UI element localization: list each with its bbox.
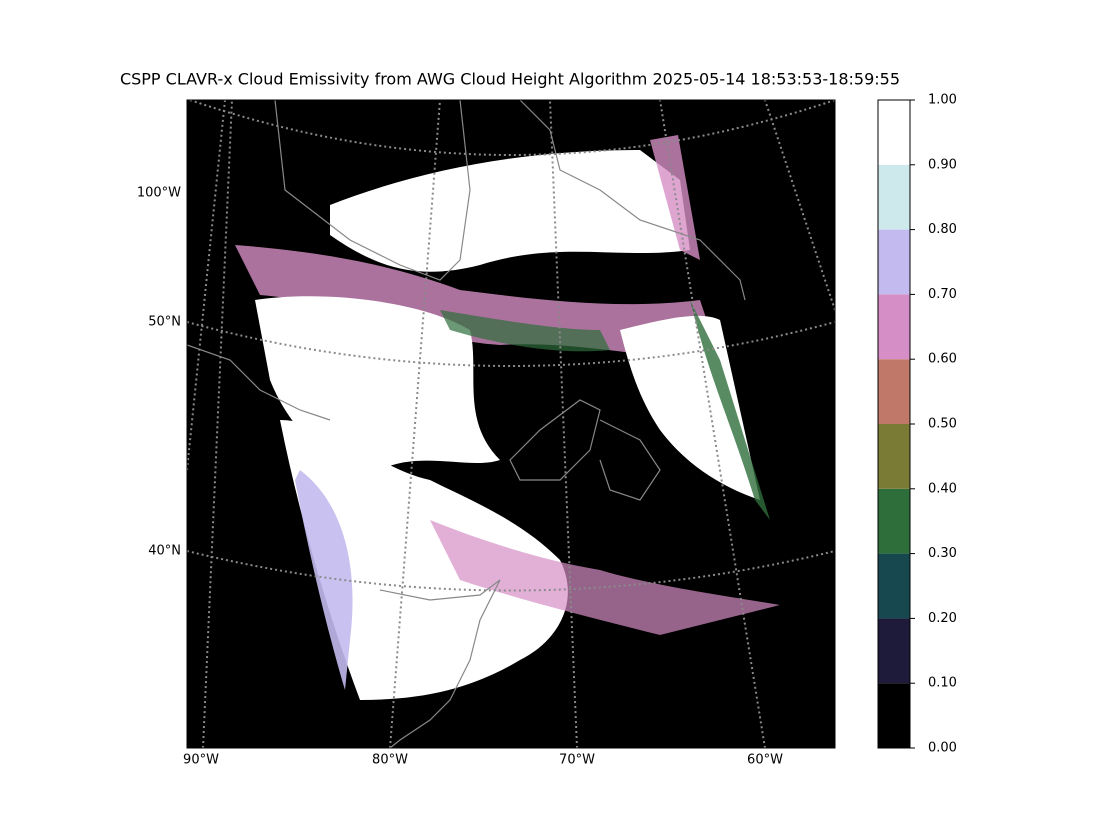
latitude-label: 40°N [148, 544, 181, 559]
colorbar-segment [878, 229, 910, 295]
longitude-labels: 90°W 80°W 70°W 60°W [183, 753, 783, 768]
colorbar-tick-label: 0.80 [928, 222, 957, 237]
colorbar-segment [878, 618, 910, 684]
colorbar-segment [878, 488, 910, 554]
colorbar-tick-label: 1.00 [928, 93, 957, 108]
map-frame [186, 99, 836, 749]
longitude-label: 90°W [183, 753, 219, 768]
colorbar-tick-label: 0.00 [928, 741, 957, 756]
graticule [187, 100, 835, 748]
colorbar-tick-label: 0.10 [928, 676, 957, 691]
colorbar-tick-label: 0.60 [928, 352, 957, 367]
satellite-swath [225, 135, 785, 705]
colorbar-segment [878, 683, 910, 748]
colorbar-tick-label: 0.30 [928, 546, 957, 561]
colorbar-segment [878, 164, 910, 230]
colorbar-tick-label: 0.70 [928, 287, 957, 302]
colorbar-tick-label: 0.40 [928, 481, 957, 496]
map-title: CSPP CLAVR-x Cloud Emissivity from AWG C… [120, 70, 900, 89]
colorbar-segment [878, 424, 910, 489]
longitude-label: 70°W [559, 753, 595, 768]
map-area: 90°W 80°W 70°W 60°W 100°W 50°N 40°N [137, 99, 836, 768]
longitude-label: 60°W [747, 753, 783, 768]
colorbar: 0.00 0.10 0.20 0.30 0.40 0.50 0.60 0.70 0.80 0.90… [877, 93, 957, 756]
colorbar-segment [878, 359, 910, 424]
latitude-labels: 100°W 50°N 40°N [137, 186, 181, 559]
colorbar-segment [878, 553, 910, 619]
colorbar-tick-label: 0.90 [928, 157, 957, 172]
latitude-label: 100°W [137, 186, 181, 201]
longitude-label: 80°W [372, 753, 408, 768]
colorbar-tick-label: 0.50 [928, 417, 957, 432]
colorbar-segment [878, 294, 910, 360]
colorbar-tick-label: 0.20 [928, 611, 957, 626]
latitude-label: 50°N [148, 315, 181, 330]
colorbar-segment [878, 100, 910, 165]
